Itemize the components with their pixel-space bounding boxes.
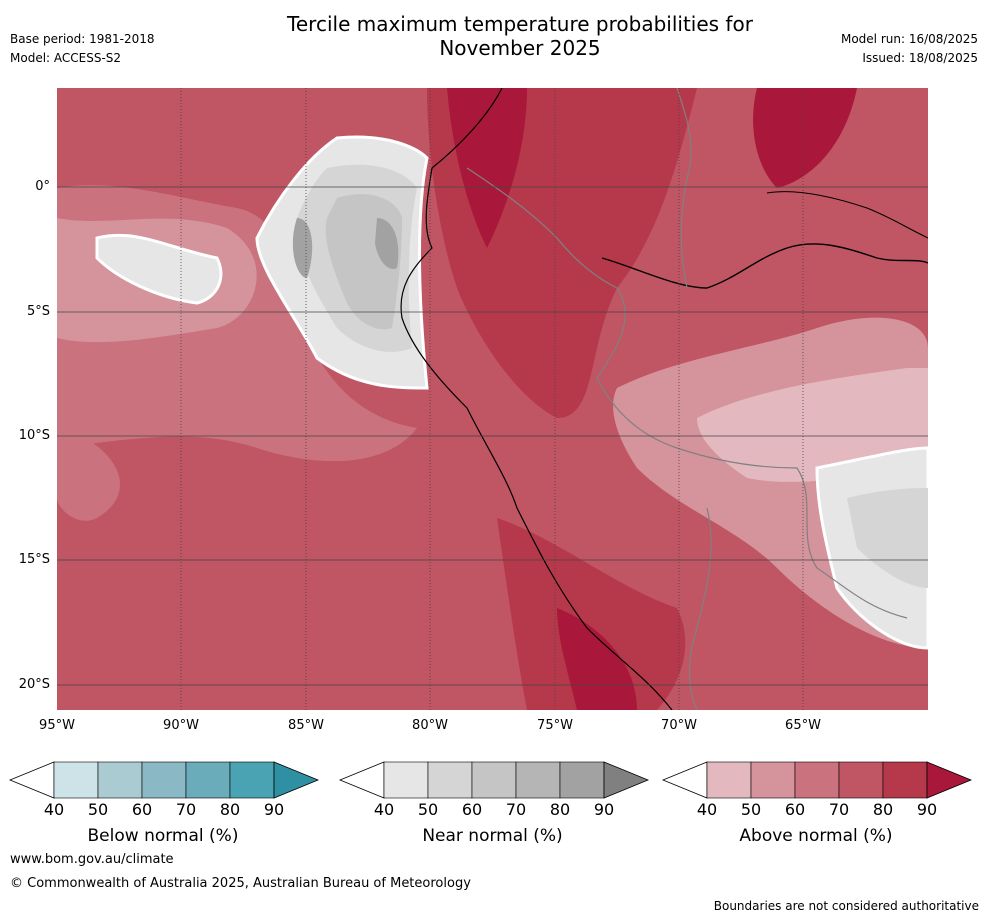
- colorbar-title-above: Above normal (%): [739, 826, 893, 846]
- model-run-text: Model run: 16/08/2025: [840, 32, 978, 46]
- title-line-2: November 2025: [439, 36, 601, 60]
- colorbar-max-triangle: [926, 761, 973, 799]
- colorbar-min-triangle: [661, 761, 708, 799]
- shade-above-90-south: [557, 608, 637, 710]
- near-normal-galapagos: [95, 233, 223, 305]
- lon-label-75w: 75°W: [537, 718, 573, 733]
- issued-text: Issued: 18/08/2025: [862, 51, 978, 65]
- near-normal-90-b: [292, 218, 313, 278]
- coastline: [400, 88, 673, 710]
- colorbar-tick-label: 60: [461, 800, 483, 819]
- colorbar-tick-label: 50: [417, 800, 439, 819]
- copyright-text: © Commonwealth of Australia 2025, Austra…: [10, 876, 471, 891]
- colorbar-max-triangle: [273, 761, 320, 799]
- colorbar-tick-label: 60: [131, 800, 153, 819]
- lon-label-95w: 95°W: [39, 718, 75, 733]
- lon-label-70w: 70°W: [661, 718, 697, 733]
- colorbar-segment: [882, 761, 928, 799]
- colorbar-tick-label: 50: [740, 800, 762, 819]
- colorbar-tick-label: 70: [505, 800, 527, 819]
- colorbar-segment: [229, 761, 275, 799]
- lon-label-65w: 65°W: [785, 718, 821, 733]
- lat-label-0: 0°: [35, 179, 50, 194]
- colorbar-segment: [185, 761, 231, 799]
- colorbar-title-below: Below normal (%): [87, 826, 239, 846]
- title-line-1: Tercile maximum temperature probabilitie…: [287, 12, 753, 36]
- colorbar-tick-label: 40: [373, 800, 395, 819]
- colorbar-segment: [750, 761, 796, 799]
- disclaimer-text: Boundaries are not considered authoritat…: [713, 899, 979, 913]
- colorbar-segment: [141, 761, 187, 799]
- colorbar-min-triangle: [338, 761, 385, 799]
- lat-label-20s: 20°S: [18, 677, 50, 692]
- colorbar-segment: [383, 761, 429, 799]
- shade-above-90-north: [447, 88, 527, 248]
- shade-above-80-south: [497, 518, 686, 710]
- lon-label-80w: 80°W: [412, 718, 448, 733]
- colorbar-segment: [706, 761, 752, 799]
- website-link[interactable]: www.bom.gov.au/climate: [10, 852, 174, 867]
- probability-map: [57, 88, 928, 710]
- colorbar-tick-label: 90: [593, 800, 615, 819]
- colorbar-segment: [559, 761, 605, 799]
- colorbar-tick-label: 50: [87, 800, 109, 819]
- river-north: [766, 191, 928, 239]
- near-normal-east-50: [847, 488, 928, 588]
- colorbar-segment: [471, 761, 517, 799]
- lat-label-5s: 5°S: [26, 304, 50, 319]
- colorbar-title-near: Near normal (%): [422, 826, 563, 846]
- colorbar-max-triangle: [603, 761, 650, 799]
- colorbar-segment: [515, 761, 561, 799]
- colorbar-tick-label: 40: [43, 800, 65, 819]
- colorbar-segment: [97, 761, 143, 799]
- country-borders: [466, 167, 908, 619]
- map-title: Tercile maximum temperature probabilitie…: [190, 12, 850, 60]
- colorbar-segment: [794, 761, 840, 799]
- lon-label-90w: 90°W: [163, 718, 199, 733]
- colorbar-tick-label: 80: [872, 800, 894, 819]
- river-amazon: [601, 243, 928, 289]
- colorbar-segment: [838, 761, 884, 799]
- colorbar-tick-label: 90: [263, 800, 285, 819]
- shade-above-60-sw: [57, 428, 120, 521]
- colorbar-tick-label: 60: [784, 800, 806, 819]
- base-period-text: Base period: 1981-2018: [10, 32, 155, 46]
- lon-label-85w: 85°W: [288, 718, 324, 733]
- shade-above-40-east: [697, 368, 928, 482]
- shade-above-90-ne: [753, 88, 857, 188]
- colorbar-tick-label: 40: [696, 800, 718, 819]
- colorbar-tick-label: 70: [828, 800, 850, 819]
- colorbar-segment: [427, 761, 473, 799]
- colorbar-near-normal: [338, 761, 650, 799]
- colorbar-tick-label: 80: [549, 800, 571, 819]
- graticule-lines: [57, 88, 928, 710]
- colorbar-tick-label: 90: [916, 800, 938, 819]
- model-text: Model: ACCESS-S2: [10, 51, 122, 65]
- colorbar-tick-label: 80: [219, 800, 241, 819]
- colorbar-min-triangle: [8, 761, 55, 799]
- near-normal-90-a: [375, 218, 399, 269]
- colorbar-above-normal: [661, 761, 973, 799]
- colorbar-below-normal: [8, 761, 320, 799]
- lat-label-15s: 15°S: [18, 552, 50, 567]
- border-bolivia: [688, 507, 712, 710]
- lat-label-10s: 10°S: [18, 428, 50, 443]
- colorbar-segment: [53, 761, 99, 799]
- colorbar-tick-label: 70: [175, 800, 197, 819]
- colorbars: [8, 761, 973, 799]
- border-colombia: [676, 88, 692, 289]
